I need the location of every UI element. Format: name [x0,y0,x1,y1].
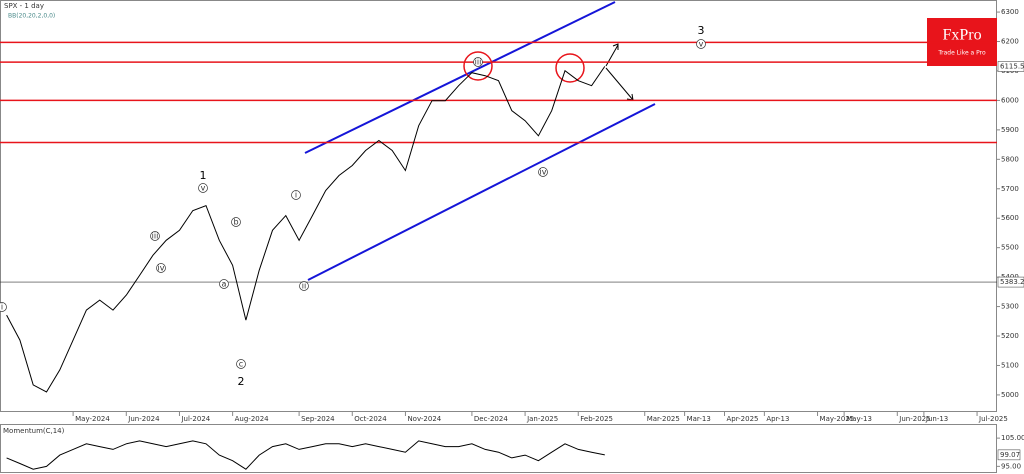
wave-label: i [295,191,297,200]
wave-label: a [222,280,227,289]
indicator-label: BB(20,20,2,0,0) [8,13,55,20]
wave-marker [156,263,166,273]
wave-label: iii [475,58,482,67]
wave-label: 3 [698,24,705,37]
y-tick-label: 6300 [1001,8,1019,16]
x-tick-label: Sep-2024 [301,415,335,423]
series-line [6,66,606,393]
wave-label: c [239,360,243,369]
y-tick-label: 95.00 [1001,462,1021,470]
y-tick-label: 5000 [1001,391,1019,399]
x-tick-label: Dec-2024 [474,415,508,423]
wave-label: iii [152,232,159,241]
x-tick-label: Mar-13 [687,415,711,423]
wave-marker [219,279,229,289]
x-tick-label: Aug-2024 [235,415,270,423]
y-tick-label: 6000 [1001,96,1019,104]
x-tick-label: Oct-2024 [354,415,387,423]
x-tick-label: Jun-2024 [127,415,160,423]
y-tick-label: 6200 [1001,38,1019,46]
top-circle [463,51,493,81]
momentum-frame [0,424,997,473]
wave-marker [231,217,241,227]
x-tick-label: Mar-2025 [647,415,680,423]
y-tick-label: 5600 [1001,214,1019,222]
wave-marker [299,281,309,291]
x-tick-label: Apr-13 [766,415,789,423]
y-tick-label: 5700 [1001,185,1019,193]
logo-tagline: Trade Like a Pro [937,50,986,57]
y-tick-label: 5100 [1001,361,1019,369]
momentum-title: Momentum(C,14) [3,427,65,435]
wave-label: 2 [238,375,245,388]
wave-label: iv [540,168,547,177]
wave-label: ii [302,282,306,291]
last-momentum-label: 99.07 [1000,451,1020,459]
x-tick-label: Nov-2024 [407,415,441,423]
y-tick-label: 5900 [1001,126,1019,134]
wave-marker [291,190,301,200]
wave-label: iv [158,264,165,273]
wave-label: v [699,40,704,49]
x-tick-label: Jul-2025 [978,415,1008,423]
wave-marker [198,183,208,193]
logo: FxPro [942,27,981,44]
x-tick-label: May-2025 [820,415,855,423]
price-box [997,449,1021,461]
top-circle [555,53,585,83]
wave-marker [150,231,160,241]
wave-marker [473,57,483,67]
y-tick-label: 105.00 [1001,434,1024,442]
chart-title: SPX - 1 day [4,2,44,10]
wave-label: b [233,218,238,227]
price-box [997,61,1024,72]
wave-label: 1 [200,169,207,182]
wave-label: i [1,303,3,312]
y-tick-label: 5300 [1001,303,1019,311]
arrows [605,43,634,101]
x-tick-label: May-2024 [75,415,110,423]
x-tick-label: Jul-2024 [180,415,210,423]
channel-upper [304,1,616,154]
x-tick-label: Jun-13 [925,415,948,423]
x-tick-label: Feb-2025 [580,415,613,423]
x-tick-label: Apr-2025 [726,415,758,423]
x-tick-label: Jun-2025 [898,415,930,423]
wave-marker [0,302,7,312]
x-tick-label: Jan-2025 [526,415,558,423]
wave-marker [236,359,246,369]
price-frame [0,0,997,412]
x-tick-label: May-13 [846,415,872,423]
last-price-label: 6115.5 [1000,62,1024,70]
series-line [6,440,605,470]
wave-marker [538,167,548,177]
wave-label: v [201,184,206,193]
y-tick-label: 5800 [1001,155,1019,163]
reference-label: 5383.2 [1000,278,1024,286]
y-tick-label: 5500 [1001,244,1019,252]
y-tick-label: 5200 [1001,332,1019,340]
price-box [997,276,1024,288]
wave-marker [696,39,706,49]
channel-lower [307,103,656,281]
